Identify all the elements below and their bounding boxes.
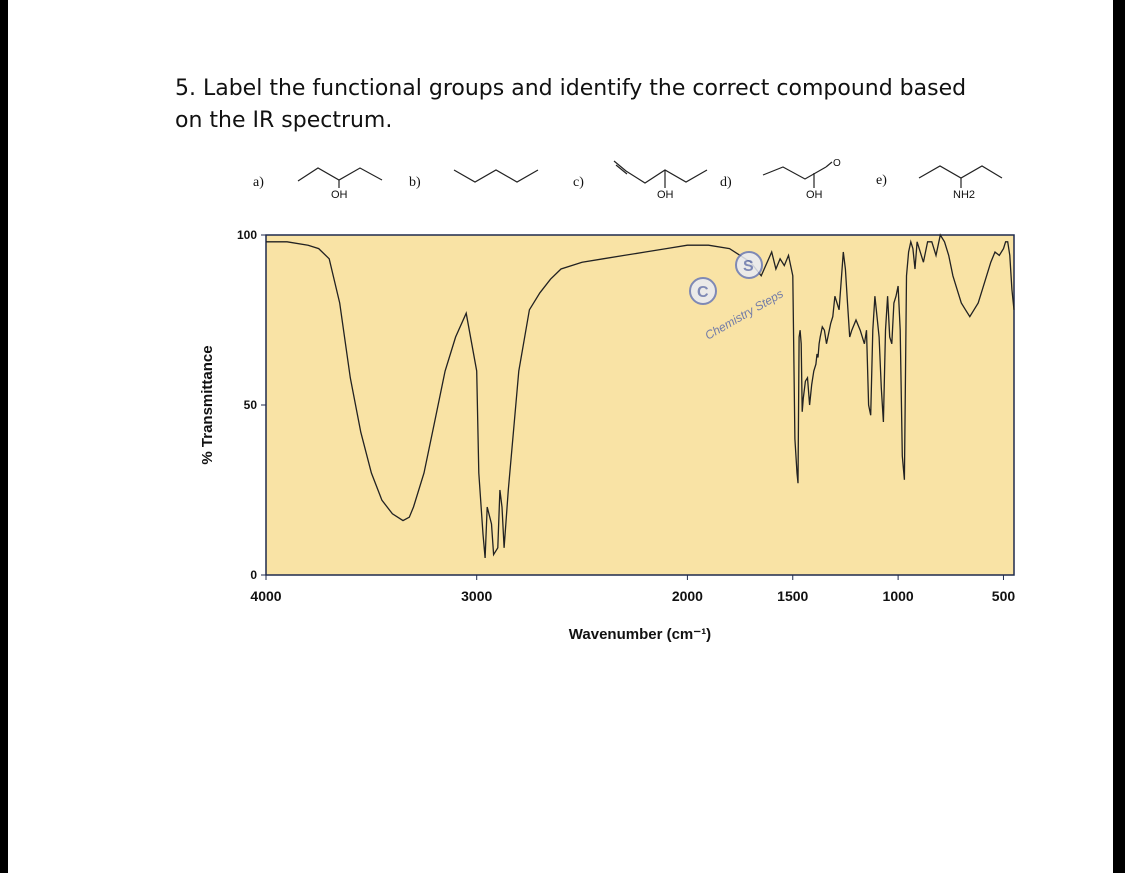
spectrum-trace: [266, 233, 1015, 559]
watermark-c-badge: [689, 277, 717, 305]
compound-d-label: d): [720, 175, 732, 190]
y-tick-label-100: 100: [237, 228, 257, 242]
compound-d-oh: OH: [806, 189, 823, 201]
compound-d-skeleton: [762, 166, 827, 180]
x-tick-label-1000: 1000: [883, 588, 914, 604]
compound-options: a) OH b) c) OH d) O OH e) NH2: [253, 158, 1003, 201]
axis-tick-labels: 4000 3000 2000 1500 1000 500 0 50 100: [237, 228, 1015, 604]
compound-e-nh2: NH2: [953, 189, 975, 201]
compound-a-label: a): [253, 175, 264, 190]
compound-e-label: e): [876, 173, 887, 188]
watermark-c: C: [697, 284, 709, 301]
compound-a-oh: OH: [331, 189, 348, 201]
x-tick-label-1500: 1500: [777, 588, 808, 604]
question-text: 5. Label the functional groups and ident…: [175, 73, 975, 137]
watermark-s: S: [743, 258, 754, 275]
question-line-1: 5. Label the functional groups and ident…: [175, 76, 967, 101]
compound-c-oh: OH: [657, 189, 674, 201]
compound-b-label: b): [409, 175, 421, 190]
plot-area: [265, 234, 1015, 576]
compound-d-oxygen: O: [833, 158, 841, 169]
y-tick-label-50: 50: [244, 398, 258, 412]
x-tick-label-500: 500: [992, 588, 1016, 604]
axis-ticks: [261, 234, 1004, 580]
x-tick-label-4000: 4000: [250, 588, 281, 604]
watermark-s-badge: [735, 251, 763, 279]
compound-c-label: c): [573, 175, 584, 190]
compound-b-skeleton: [453, 169, 539, 183]
x-tick-label-2000: 2000: [672, 588, 703, 604]
x-tick-label-3000: 3000: [461, 588, 492, 604]
y-tick-label-0: 0: [250, 568, 257, 582]
question-line-2: on the IR spectrum.: [175, 108, 393, 133]
compound-a-skeleton: [297, 167, 383, 182]
compound-d-carbonyl: [825, 161, 833, 168]
compound-c-skeleton: [613, 160, 708, 184]
x-axis-title: Wavenumber (cm⁻¹): [569, 626, 711, 643]
y-axis-title: % Transmittance: [199, 345, 216, 464]
compound-c-double-bond: [615, 164, 628, 175]
compound-e-skeleton: [918, 165, 1003, 179]
